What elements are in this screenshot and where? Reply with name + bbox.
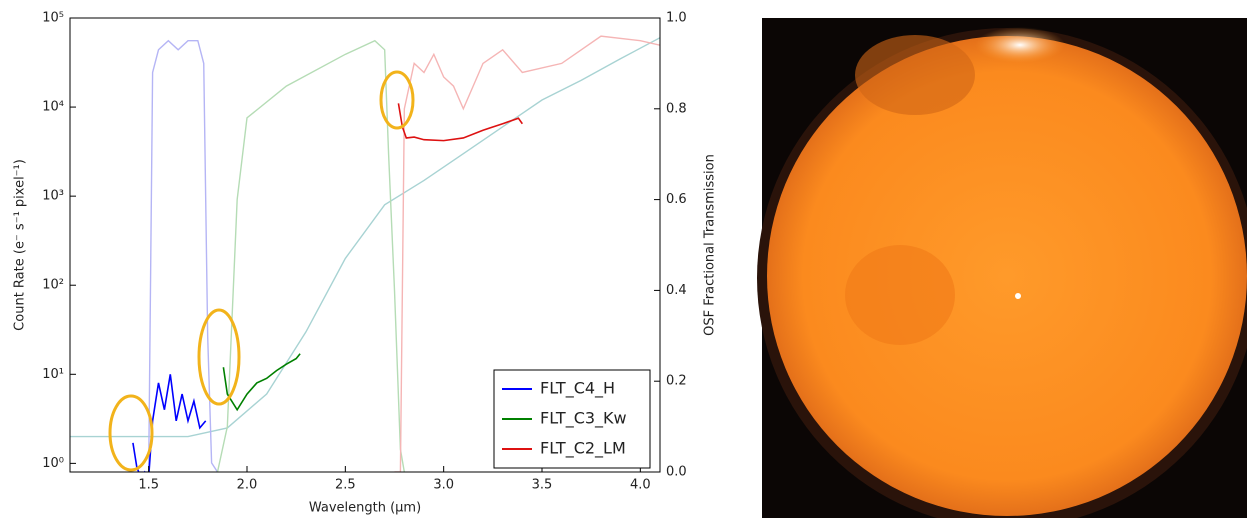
series-line [222,353,301,412]
legend-label: FLT_C3_Kw [540,409,627,429]
x-tick-label: 4.0 [630,478,651,493]
plot: 1.5 2.0 2.5 3.0 3.5 4.0 10⁰ 10¹ 10² 10³ 10⁴ 10⁵ 0.0 0… [13,11,718,516]
plot-frame [69,17,661,473]
y2-tick-label: 0.4 [666,283,687,298]
x-axis-label: Wavelength (μm) [309,501,421,516]
y-axis-label: Count Rate (e⁻ s⁻¹ pixel⁻¹) [13,159,28,331]
series-line [216,39,406,472]
y-tick-label: 10⁴ [42,100,64,115]
y-tick-label: 10⁵ [42,11,64,26]
series-line [138,39,219,472]
x-tick-label: 1.5 [138,478,159,493]
series-line [70,37,660,438]
y2-tick-label: 1.0 [666,11,687,26]
x-tick-label: 2.5 [335,478,356,493]
y-tick-label: 10⁰ [42,456,64,471]
legend-label: FLT_C2_LM [540,439,626,459]
series-line [132,374,207,472]
y2-axis-label: OSF Fractional Transmission [703,154,718,336]
annotations [108,70,415,472]
series-line [397,103,523,142]
y-tick-label: 10² [42,278,64,293]
x-tick-label: 3.5 [532,478,553,493]
y2-tick-label: 0.8 [666,101,687,116]
y2-tick-label: 0.6 [666,192,687,207]
y2-tick-label: 0.0 [666,465,687,480]
series-line [394,35,660,472]
detector-image [757,18,1247,518]
y2-tick-label: 0.2 [666,374,687,389]
y-tick-label: 10³ [42,189,64,204]
x-tick-label: 3.0 [433,478,454,493]
x-tick-label: 2.0 [237,478,258,493]
legend-label: FLT_C4_H [540,379,615,399]
y-tick-label: 10¹ [42,367,64,382]
